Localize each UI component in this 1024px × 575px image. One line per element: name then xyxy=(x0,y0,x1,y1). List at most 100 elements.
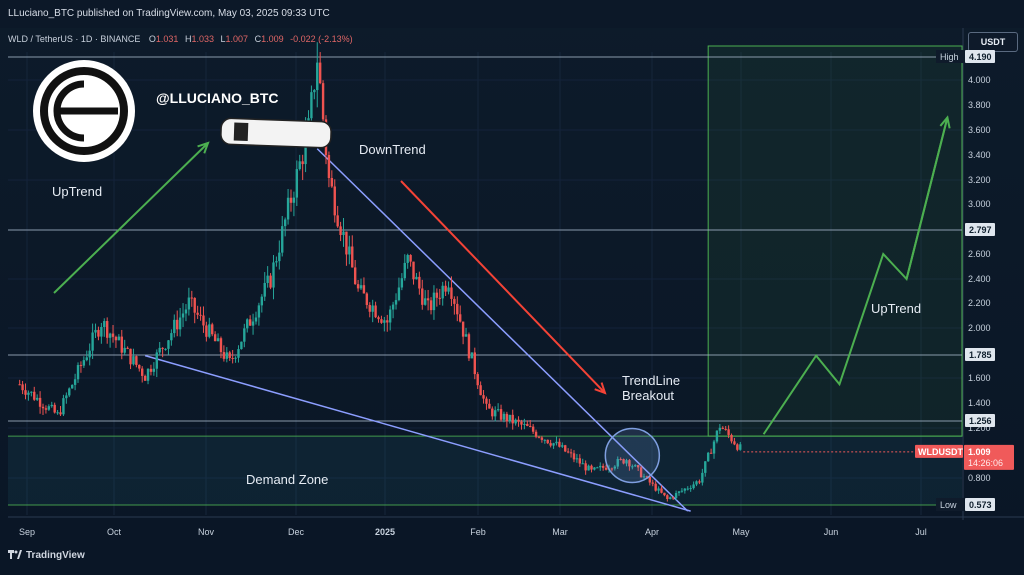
candle-body xyxy=(715,430,719,442)
candle-body xyxy=(240,341,243,350)
candle-body xyxy=(388,309,392,323)
candle-body xyxy=(348,246,351,255)
worldcoin-logo-ring xyxy=(40,67,128,155)
candle-body xyxy=(24,390,27,395)
price-tick-label: 1.600 xyxy=(968,373,991,383)
demand-zone-band xyxy=(8,436,962,505)
candle-body xyxy=(356,284,360,289)
candle-body xyxy=(499,409,503,420)
candle-body xyxy=(391,304,395,310)
time-tick-label: 2025 xyxy=(375,527,395,537)
candle-body xyxy=(491,408,494,417)
candle-body xyxy=(132,356,135,365)
price-tick-label: 1.200 xyxy=(968,423,991,433)
worldcoin-logo-arc xyxy=(53,80,85,142)
candle-body xyxy=(351,246,354,268)
uptrend-left-label: UpTrend xyxy=(52,184,102,199)
candle-body xyxy=(470,352,474,359)
current-price-value: 1.009 xyxy=(968,447,991,457)
candle-body xyxy=(654,483,657,491)
candle-body xyxy=(246,319,249,329)
candle-body xyxy=(114,336,118,341)
candle-body xyxy=(362,285,366,294)
candle-body xyxy=(33,391,36,400)
candle-body xyxy=(692,484,695,489)
price-level-value: 2.797 xyxy=(969,225,992,235)
candle-body xyxy=(123,347,126,353)
candle-body xyxy=(187,297,191,310)
projected-uptrend-arrow-head xyxy=(939,115,951,129)
candle-body xyxy=(216,338,220,342)
price-level-name-bg xyxy=(936,498,964,511)
price-tick-label: 3.600 xyxy=(968,125,991,135)
candle-body xyxy=(111,333,115,337)
time-tick-label: Dec xyxy=(288,527,305,537)
candle-body xyxy=(88,350,91,358)
symbol-name: WLD / TetherUS · 1D · BINANCE xyxy=(8,34,141,44)
candle-body xyxy=(47,406,51,410)
candle-body xyxy=(403,262,406,279)
price-tick-label: 3.200 xyxy=(968,175,991,185)
price-level-tag xyxy=(965,50,995,63)
candle-body xyxy=(152,368,156,372)
candle-body xyxy=(193,297,196,313)
candle-body xyxy=(310,92,313,119)
candle-body xyxy=(196,312,199,315)
candle-body xyxy=(219,338,223,353)
candle-body xyxy=(686,488,689,490)
price-tick-label: 3.000 xyxy=(968,199,991,209)
candle-body xyxy=(146,368,150,381)
candle-body xyxy=(333,186,336,216)
candle-body xyxy=(671,497,675,499)
candle-body xyxy=(584,463,587,471)
symbol-info: WLD / TetherUS · 1D · BINANCE O1.031 H1.… xyxy=(8,34,353,44)
time-tick-label: Nov xyxy=(198,527,215,537)
candle-body xyxy=(441,285,444,299)
candle-body xyxy=(41,406,45,409)
candle-body xyxy=(739,444,742,450)
candle-body xyxy=(342,231,345,236)
candle-body xyxy=(587,465,590,471)
candle-body xyxy=(599,465,602,468)
candle-body xyxy=(383,320,386,323)
price-change: -0.022 (-2.13%) xyxy=(290,34,353,44)
candle-body xyxy=(569,452,573,454)
candle-body xyxy=(141,368,144,376)
candle-body xyxy=(601,465,605,468)
candle-body xyxy=(158,347,161,353)
candle-body xyxy=(190,297,193,299)
price-level-name-bg xyxy=(936,50,964,63)
candle-body xyxy=(549,443,552,446)
candle-body xyxy=(712,441,716,454)
bottle-label-icon xyxy=(233,122,249,142)
bottle-sketch-icon xyxy=(220,117,332,149)
top-bar: LLuciano_BTC published on TradingView.co… xyxy=(0,0,1024,28)
candle-body xyxy=(365,293,369,305)
candle-body xyxy=(438,297,441,299)
candle-body xyxy=(485,398,488,404)
time-tick-label: Jun xyxy=(824,527,839,537)
candle-body xyxy=(689,488,692,490)
candle-body xyxy=(155,352,158,369)
candle-body xyxy=(733,441,736,445)
candle-body xyxy=(202,315,205,326)
candle-body xyxy=(718,427,722,431)
price-level-value: 1.256 xyxy=(969,416,992,426)
candle-body xyxy=(459,314,462,322)
price-tick-label: 1.400 xyxy=(968,398,991,408)
candle-body xyxy=(368,304,371,312)
projected-uptrend-arrow xyxy=(905,117,949,280)
candle-body xyxy=(38,397,42,407)
candle-body xyxy=(173,319,176,334)
candle-body xyxy=(208,324,211,337)
handle-text: @LLUCIANO_BTC xyxy=(156,90,279,106)
candle-body xyxy=(566,451,570,453)
candle-body xyxy=(488,403,491,409)
candle-body xyxy=(578,458,582,464)
candle-body xyxy=(540,437,544,440)
candle-body xyxy=(251,321,255,326)
tradingview-footer: TradingView xyxy=(8,550,85,561)
candle-body xyxy=(21,384,24,391)
candle-body xyxy=(409,255,412,262)
